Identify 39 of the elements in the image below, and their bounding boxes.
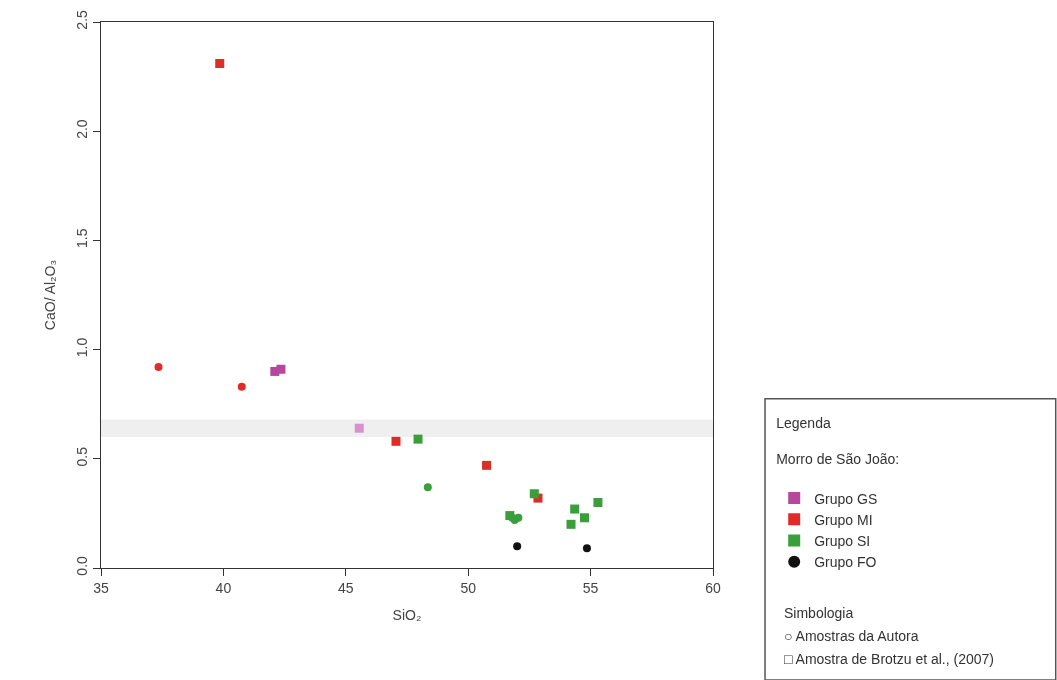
point: [593, 497, 603, 507]
point: [423, 483, 432, 492]
y-tick-label: 2.5: [74, 9, 91, 30]
x-axis-title: SiO₂: [392, 607, 422, 624]
y-tick-label: 1.0: [74, 337, 91, 358]
x-tick-label: 55: [582, 579, 599, 596]
text: Legenda Morro de São João:: [776, 414, 900, 468]
point: [215, 59, 225, 68]
x-tick-label: 50: [460, 579, 477, 596]
y-tick-label: 1.5: [74, 228, 91, 249]
text: □ Amostra de Brotzu et al., (2007): [784, 651, 994, 667]
y-tick-label: 2.0: [74, 119, 91, 139]
x-tick-label: 35: [93, 579, 109, 596]
legend-label: Grupo MI: [814, 511, 873, 528]
x-tick-label: 45: [338, 579, 354, 596]
y-tick-label: 0.5: [74, 446, 91, 467]
point: [570, 504, 580, 514]
point: [413, 434, 423, 444]
point: [514, 513, 523, 522]
point: [529, 489, 539, 499]
point: [354, 423, 364, 433]
x-tick-label: 40: [215, 579, 232, 596]
point: [154, 363, 163, 372]
x-tick-label: 60: [705, 579, 721, 596]
point: [566, 519, 576, 529]
text: ○ Amostras da Autora: [784, 628, 919, 644]
point: [276, 364, 286, 374]
text: Simbologia: [784, 605, 854, 621]
point: [582, 544, 591, 553]
point: [391, 436, 401, 446]
y-axis-title: CaO/ Al₂O₃: [42, 259, 58, 331]
legend-label: Grupo GS: [814, 490, 878, 507]
legend-label: Grupo SI: [814, 532, 871, 549]
point: [482, 460, 492, 470]
point: [579, 513, 589, 523]
legend-label: Grupo FO: [814, 554, 877, 571]
y-tick-label: 0.0: [74, 555, 91, 576]
point: [237, 382, 246, 391]
point: [513, 542, 522, 551]
